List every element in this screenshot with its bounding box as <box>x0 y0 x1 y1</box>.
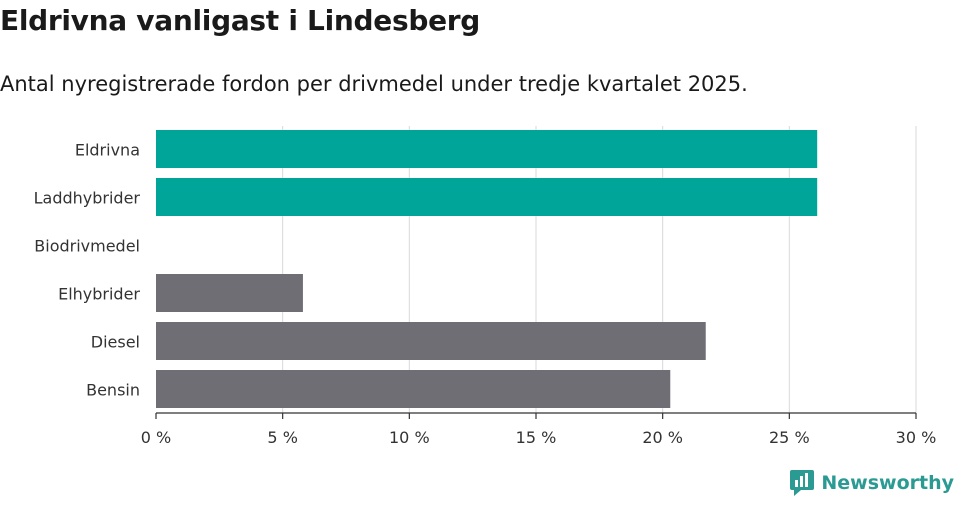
bars <box>156 130 818 408</box>
category-label-biodrivmedel: Biodrivmedel <box>34 237 140 256</box>
bar-elhybrider <box>156 274 303 312</box>
x-tick-label-15: 15 % <box>516 428 557 447</box>
category-label-elhybrider: Elhybrider <box>58 285 140 304</box>
category-label-bensin: Bensin <box>86 381 140 400</box>
bar-bensin <box>156 370 671 408</box>
x-tick-label-0: 0 % <box>141 428 171 447</box>
x-axis: 0 % 5 % 10 % 15 % 20 % 25 % 30 % <box>141 412 937 447</box>
brand-logo: Newsworthy <box>789 469 954 497</box>
x-tick-label-5: 5 % <box>267 428 297 447</box>
bar-laddhybrider <box>156 178 818 216</box>
x-tick-label-10: 10 % <box>389 428 430 447</box>
gridlines <box>282 126 917 413</box>
x-tick-label-30: 30 % <box>896 428 937 447</box>
chart-subtitle: Antal nyregistrerade fordon per drivmede… <box>0 72 748 96</box>
x-tick-label-20: 20 % <box>642 428 683 447</box>
brand-name: Newsworthy <box>821 472 954 494</box>
bar-eldrivna <box>156 130 818 168</box>
bar-diesel <box>156 322 706 360</box>
category-label-eldrivna: Eldrivna <box>75 141 140 160</box>
category-label-laddhybrider: Laddhybrider <box>34 189 141 208</box>
x-tick-label-25: 25 % <box>769 428 810 447</box>
newsworthy-logo-icon <box>790 470 815 496</box>
chart-title: Eldrivna vanligast i Lindesberg <box>0 4 481 37</box>
category-labels: Eldrivna Laddhybrider Biodrivmedel Elhybrid… <box>34 141 141 400</box>
category-label-diesel: Diesel <box>91 333 140 352</box>
